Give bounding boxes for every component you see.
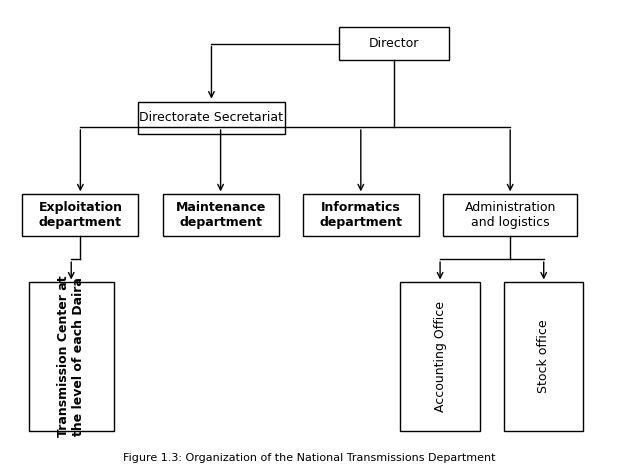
Text: Administration
and logistics: Administration and logistics (465, 201, 556, 229)
Text: Figure 1.3: Organization of the National Transmissions Department: Figure 1.3: Organization of the National… (123, 453, 495, 463)
Text: Informatics
department: Informatics department (320, 201, 402, 229)
FancyBboxPatch shape (28, 282, 114, 431)
FancyBboxPatch shape (22, 194, 138, 236)
FancyBboxPatch shape (303, 194, 419, 236)
Text: Stock office: Stock office (537, 320, 550, 393)
FancyBboxPatch shape (443, 194, 577, 236)
FancyBboxPatch shape (163, 194, 279, 236)
Text: Maintenance
department: Maintenance department (176, 201, 266, 229)
FancyBboxPatch shape (400, 282, 480, 431)
FancyBboxPatch shape (339, 27, 449, 60)
Text: Exploitation
department: Exploitation department (38, 201, 122, 229)
Text: Directorate Secretariat: Directorate Secretariat (140, 111, 284, 124)
Text: Transmission Center at
the level of each Daira: Transmission Center at the level of each… (57, 276, 85, 438)
FancyBboxPatch shape (504, 282, 583, 431)
FancyBboxPatch shape (138, 101, 285, 134)
Text: Accounting Office: Accounting Office (434, 301, 447, 412)
Text: Director: Director (369, 37, 420, 50)
